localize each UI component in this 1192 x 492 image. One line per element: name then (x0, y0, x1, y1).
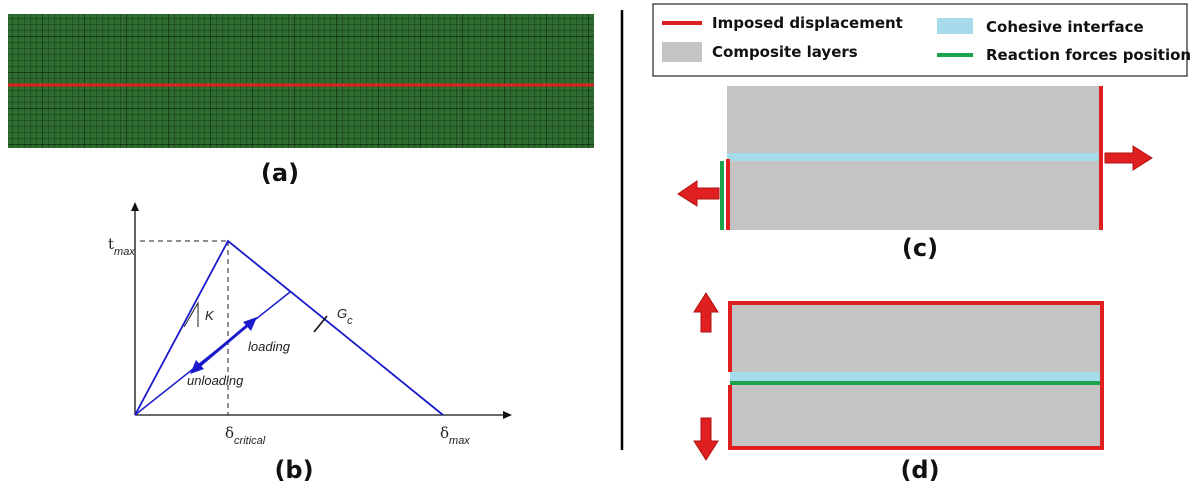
gc-tick (313, 315, 328, 333)
legend-label-cohesive: Cohesive interface (986, 18, 1144, 36)
delta-max-label: δmax (440, 424, 470, 447)
cohesive-interface-d (730, 372, 1102, 381)
legend-label-composite: Composite layers (712, 43, 858, 61)
legend-swatch-composite (662, 42, 702, 62)
legend-swatch-cohesive (937, 18, 973, 34)
panel-a: (a) (8, 14, 594, 187)
stiffness-label: K (205, 308, 215, 323)
y-axis-arrow (131, 202, 139, 211)
loading-arrow-head (243, 317, 257, 331)
panel-c: (c) (677, 86, 1153, 262)
panel-a-label: (a) (261, 159, 299, 187)
arrow-down-d (693, 417, 719, 461)
panel-b: tmax K Gc loading unloading δcritical δm… (108, 202, 512, 484)
law-envelope (134, 239, 444, 416)
legend-frame (652, 3, 1188, 77)
legend-label-imposed: Imposed displacement (712, 14, 903, 32)
cohesive-interface-c (727, 153, 1101, 161)
tmax-label: tmax (108, 235, 135, 258)
loading-arrow-line (197, 322, 250, 369)
unloading-arrow-head (190, 360, 204, 374)
delta-critical-label: δcritical (225, 424, 266, 447)
panel-d: (d) (693, 292, 1104, 484)
gc-label: Gc (337, 306, 353, 327)
x-axis-arrow (503, 411, 512, 419)
panel-c-label: (c) (902, 234, 938, 262)
arrow-up-d (693, 292, 719, 333)
panel-d-label: (d) (900, 456, 939, 484)
stiffness-triangle (183, 301, 199, 328)
imposed-outline-top-d (728, 301, 1104, 383)
legend-label-reaction: Reaction forces position (986, 46, 1191, 64)
unloading-label: unloading (187, 373, 244, 388)
legend: Imposed displacement Composite layers Co… (652, 3, 1191, 77)
arrow-right-c (1104, 145, 1153, 171)
mesh-major-lines (8, 14, 594, 148)
panel-b-label: (b) (274, 456, 313, 484)
imposed-outline-bottom-d (728, 383, 1104, 450)
arrow-left-c (677, 180, 720, 207)
loading-label: loading (248, 339, 291, 354)
